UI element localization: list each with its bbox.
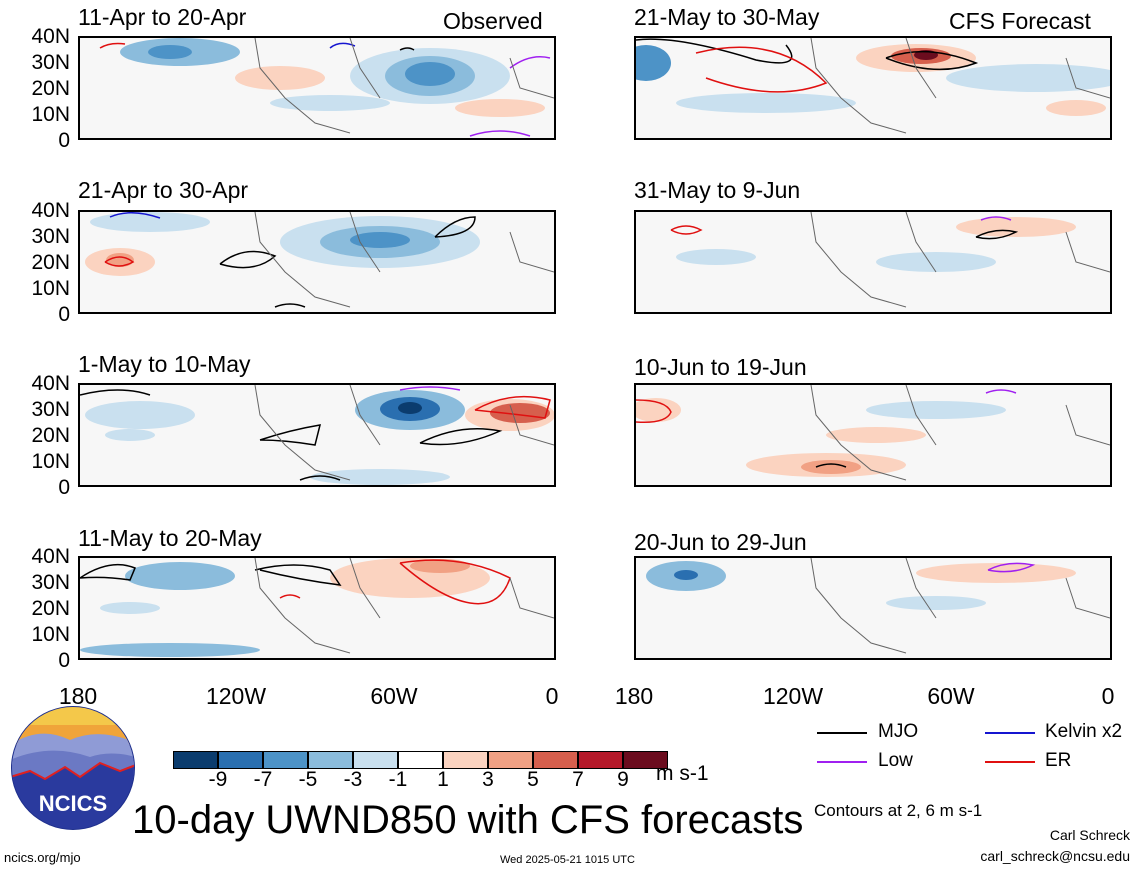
map-panel-3 <box>78 383 556 487</box>
lat-label: 0 <box>58 649 70 672</box>
legend-kelvin-label: Kelvin x2 <box>1045 721 1123 742</box>
colorbar-label: 9 <box>617 768 629 791</box>
lon-label-0-left: 0 <box>545 683 559 709</box>
lon-label-180-right: 180 <box>614 683 654 709</box>
colorbar-box <box>263 751 308 769</box>
lat-label: 0 <box>58 129 70 152</box>
lat-label: 40N <box>31 372 70 395</box>
colorbar-box <box>623 751 668 769</box>
lon-label-120w-left: 120W <box>205 683 267 709</box>
legend-mjo-label: MJO <box>878 721 919 742</box>
map-panel-6 <box>634 210 1112 314</box>
colorbar-label: 7 <box>572 768 584 791</box>
colorbar-box <box>578 751 623 769</box>
lat-label: 30N <box>31 398 70 421</box>
lat-label: 10N <box>31 623 70 646</box>
lon-label-0-right: 0 <box>1101 683 1115 709</box>
forecast-label: CFS Forecast <box>949 8 1091 34</box>
colorbar-label: -7 <box>253 768 273 791</box>
lat-label: 30N <box>31 225 70 248</box>
panel-title-1: 11-Apr to 20-Apr <box>78 4 247 30</box>
legend-mjo-line <box>817 732 867 734</box>
legend-er-line <box>985 761 1035 763</box>
panel-title-4: 11-May to 20-May <box>78 525 262 551</box>
lat-label: 30N <box>31 51 70 74</box>
lat-label: 10N <box>31 103 70 126</box>
panel-title-6: 31-May to 9-Jun <box>634 177 801 203</box>
panel-title-2: 21-Apr to 30-Apr <box>78 177 249 203</box>
colorbar-label: 3 <box>482 768 494 791</box>
colorbar-box <box>173 751 218 769</box>
panel-title-7: 10-Jun to 19-Jun <box>634 354 807 380</box>
colorbar-label: -5 <box>298 768 318 791</box>
footer-author: Carl Schreck <box>1049 827 1130 843</box>
colorbar-label: -3 <box>343 768 363 791</box>
map-panel-1 <box>78 36 556 140</box>
map-panel-4 <box>78 556 556 660</box>
colorbar-box <box>398 751 443 769</box>
colorbar-label: -9 <box>208 768 228 791</box>
colorbar-box <box>488 751 533 769</box>
lon-label-60w-left: 60W <box>370 683 418 709</box>
ncics-logo: NCICS <box>10 705 136 831</box>
logo-text: NCICS <box>39 791 107 816</box>
lat-label: 20N <box>31 77 70 100</box>
colorbar-label: 1 <box>437 768 449 791</box>
panel-title-8: 20-Jun to 29-Jun <box>634 529 807 555</box>
lat-label: 0 <box>58 476 70 499</box>
map-panel-7 <box>634 383 1112 487</box>
lat-label: 10N <box>31 450 70 473</box>
legend-low-line <box>817 761 867 763</box>
colorbar-label: -1 <box>388 768 408 791</box>
map-panel-5 <box>634 36 1112 140</box>
colorbar-box <box>533 751 578 769</box>
main-title: 10-day UWND850 with CFS forecasts <box>132 798 804 842</box>
lon-label-180-left: 180 <box>58 683 98 709</box>
colorbar-box <box>443 751 488 769</box>
colorbar-units: m s-1 <box>656 762 709 785</box>
map-panel-8 <box>634 556 1112 660</box>
colorbar-box <box>353 751 398 769</box>
lat-label: 20N <box>31 597 70 620</box>
lat-label: 20N <box>31 251 70 274</box>
lat-label: 0 <box>58 303 70 326</box>
lon-label-120w-right: 120W <box>762 683 824 709</box>
lat-label: 40N <box>31 199 70 222</box>
lat-label: 20N <box>31 424 70 447</box>
colorbar-box <box>218 751 263 769</box>
footer-email: carl_schreck@ncsu.edu <box>980 848 1130 864</box>
observed-label: Observed <box>443 8 543 34</box>
lon-label-60w-right: 60W <box>927 683 975 709</box>
lat-label: 10N <box>31 277 70 300</box>
legend-er-label: ER <box>1045 750 1072 771</box>
colorbar-label: 5 <box>527 768 539 791</box>
panel-title-3: 1-May to 10-May <box>78 351 251 377</box>
colorbar-box <box>308 751 353 769</box>
lat-label: 40N <box>31 25 70 48</box>
legend-kelvin-line <box>985 732 1035 734</box>
lat-label: 30N <box>31 571 70 594</box>
panel-title-5: 21-May to 30-May <box>634 4 820 30</box>
lat-label: 40N <box>31 545 70 568</box>
legend-low-label: Low <box>878 750 913 771</box>
footer-timestamp: Wed 2025-05-21 1015 UTC <box>500 854 635 866</box>
footer-url: ncics.org/mjo <box>4 850 81 865</box>
map-panel-2 <box>78 210 556 314</box>
contours-note: Contours at 2, 6 m s-1 <box>814 801 983 820</box>
